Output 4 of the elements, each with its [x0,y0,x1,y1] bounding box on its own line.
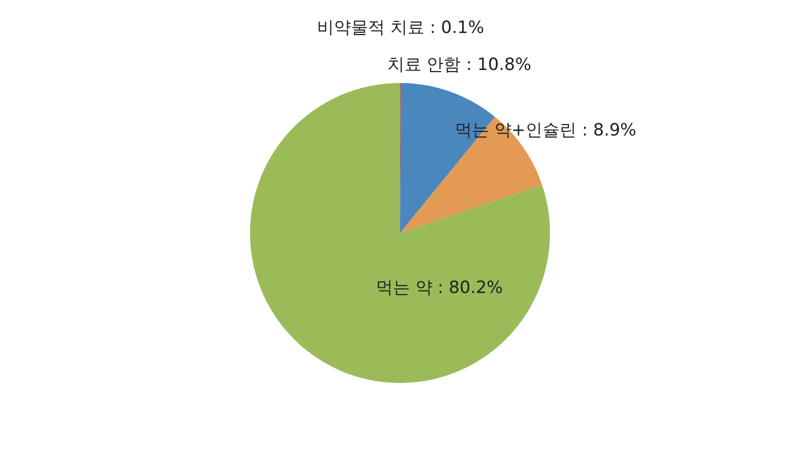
slice-label: 비약물적 치료 : 0.1% [317,18,484,38]
pie-slice [400,83,495,233]
slice-label: 먹는 약 : 80.2% [376,278,503,298]
slice-label: 치료 안함 : 10.8% [387,55,532,76]
